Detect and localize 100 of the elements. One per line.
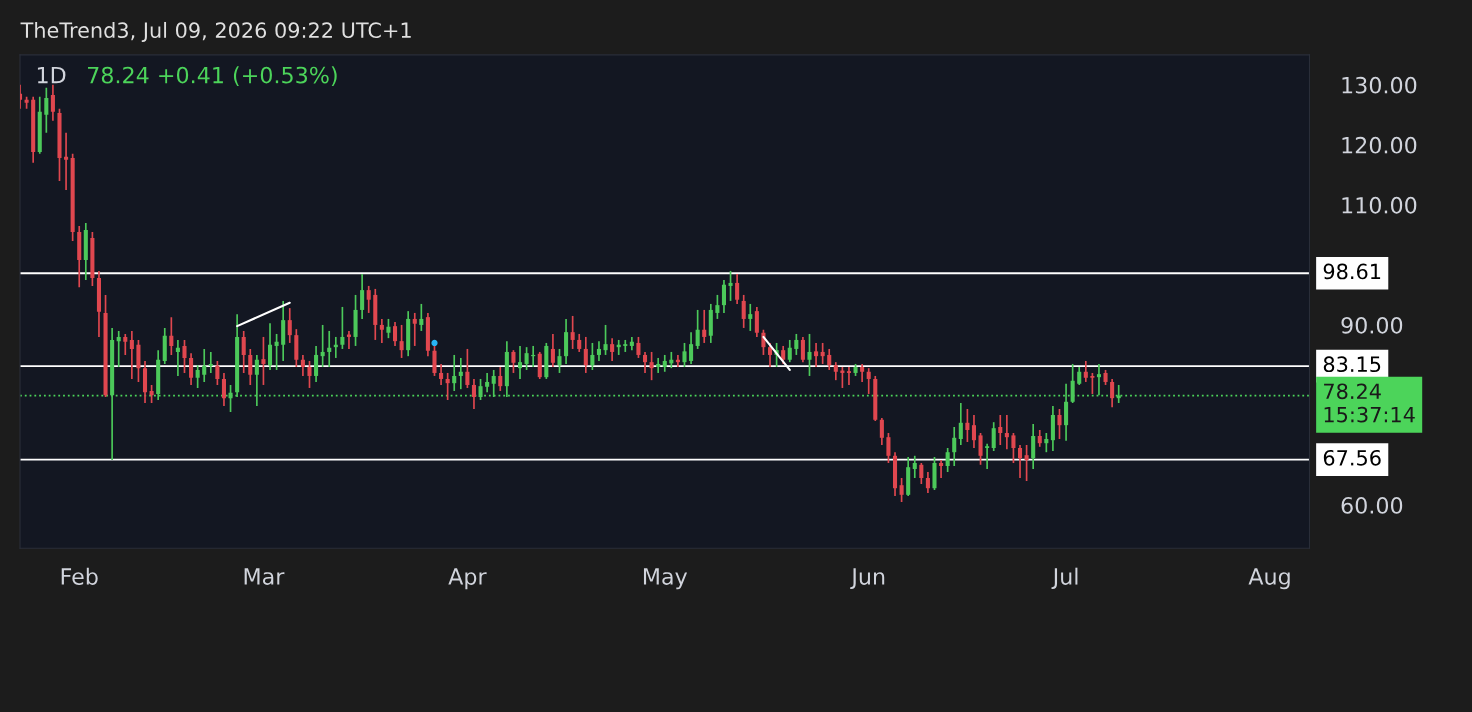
candlestick: [596, 340, 602, 362]
candlestick: [603, 324, 608, 356]
candlestick: [642, 351, 648, 374]
candlestick: [846, 366, 851, 386]
candlestick: [787, 339, 792, 363]
candlestick: [471, 378, 477, 410]
candlestick: [267, 322, 273, 371]
candlestick: [511, 349, 516, 374]
candlestick: [939, 459, 944, 479]
candlestick: [682, 342, 687, 368]
candlestick: [971, 414, 976, 449]
candlestick: [925, 471, 930, 494]
candlestick: [129, 330, 134, 380]
candlestick: [498, 366, 503, 392]
candlestick: [215, 360, 220, 386]
candlestick: [123, 333, 128, 356]
candlestick: [136, 339, 141, 383]
candlestick: [327, 330, 332, 368]
y-tick-label: 60.00: [1341, 496, 1403, 514]
candlestick: [399, 324, 404, 359]
candlestick: [439, 363, 444, 386]
candlestick: [649, 351, 654, 382]
candlestick: [1031, 423, 1036, 470]
candlestick: [610, 337, 615, 362]
x-tick-label: Jun: [850, 568, 885, 590]
x-tick-label: Jul: [1051, 567, 1078, 590]
candlestick: [800, 336, 805, 363]
candlestick: [182, 339, 187, 374]
candlestick: [820, 342, 825, 365]
candlestick: [1011, 432, 1016, 464]
candlestick: [991, 421, 996, 452]
candlestick: [44, 87, 49, 134]
candlestick: [458, 357, 463, 391]
candlestick: [656, 357, 661, 374]
candlestick: [116, 330, 121, 368]
candlestick: [965, 408, 970, 443]
candlestick: [728, 270, 733, 302]
candlestick: [1110, 378, 1115, 409]
candlestick: [379, 318, 384, 344]
candlestick: [1017, 444, 1023, 479]
candlestick: [899, 477, 904, 503]
candlestick: [919, 462, 924, 485]
candlestick: [695, 309, 700, 350]
y-tick-label: 90.00: [1341, 316, 1403, 334]
candlestick: [340, 306, 345, 350]
candlestick: [392, 321, 398, 347]
chart-subtitle: 78.24 +0.41 (+0.53%): [88, 66, 337, 87]
candlestick: [386, 318, 391, 339]
candlestick: [485, 372, 490, 394]
candlestick: [735, 273, 740, 305]
candlestick: [524, 346, 529, 371]
candlestick: [1024, 444, 1029, 482]
ref-line-label: 67.56: [1323, 449, 1381, 466]
candlestick: [794, 333, 799, 356]
candlestick: [998, 414, 1003, 446]
candlestick: [702, 309, 707, 344]
candlestick: [952, 426, 957, 467]
x-tick-label: Mar: [244, 568, 285, 585]
candlestick: [419, 303, 424, 332]
candlestick: [307, 360, 312, 389]
candlestick: [300, 354, 305, 377]
candlestick: [570, 315, 575, 350]
candlestick: [623, 339, 628, 353]
candlestick: [366, 285, 371, 314]
candlestick: [517, 345, 523, 380]
candlestick: [748, 303, 753, 332]
ref-line-label: 83.15: [1323, 356, 1381, 373]
x-tick-label: Apr: [448, 568, 487, 590]
candlestick: [945, 447, 950, 473]
text: TheTrend3, Jul 09, 2026 09:22 UTC+1: [20, 21, 411, 42]
candlestick: [1096, 363, 1101, 397]
candlestick: [879, 417, 884, 446]
candlestick: [1077, 366, 1082, 386]
candlestick: [866, 367, 871, 395]
x-tick-label: Aug: [1248, 568, 1290, 590]
candlestick: [886, 432, 891, 464]
candlestick: [189, 352, 194, 386]
candlestick: [221, 372, 227, 407]
candlestick: [261, 336, 266, 386]
candlestick: [320, 324, 325, 368]
candlestick: [412, 312, 417, 347]
ref-line-label: 78.24 15:37:14: [1324, 383, 1415, 423]
candlestick: [958, 402, 963, 446]
candlestick: [452, 354, 457, 392]
candlestick: [557, 348, 562, 374]
candlestick: [767, 342, 773, 368]
candlestick: [274, 333, 279, 371]
y-tick-label: 110.00: [1342, 196, 1417, 214]
candlestick: [978, 432, 983, 466]
candlestick: [64, 132, 69, 191]
candlestick: [537, 351, 542, 380]
y-tick-label: 120.00: [1342, 136, 1417, 154]
candlestick: [208, 351, 213, 374]
y-tick-label: 130.00: [1342, 76, 1417, 94]
candlestick: [807, 333, 812, 377]
chart-title: 1D: [37, 66, 66, 84]
x-tick-label: Feb: [61, 567, 98, 585]
candlestick: [721, 279, 727, 314]
ref-line-label: 98.61: [1323, 263, 1381, 280]
candlestick: [577, 333, 582, 353]
